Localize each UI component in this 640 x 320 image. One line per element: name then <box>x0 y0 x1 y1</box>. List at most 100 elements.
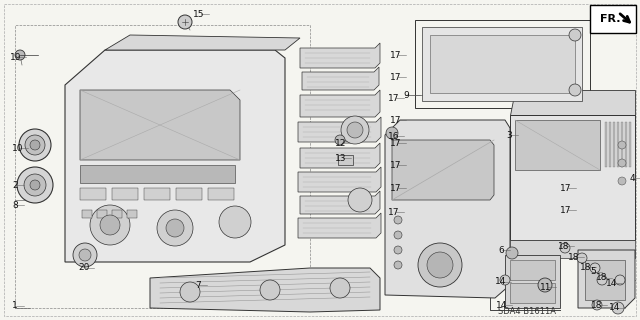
Text: 3: 3 <box>506 131 512 140</box>
Circle shape <box>30 180 40 190</box>
Circle shape <box>618 141 626 149</box>
Circle shape <box>15 50 25 60</box>
Bar <box>80 165 235 183</box>
Text: 17: 17 <box>390 116 401 124</box>
Polygon shape <box>105 35 300 50</box>
Circle shape <box>569 84 581 96</box>
Bar <box>112 210 122 218</box>
Circle shape <box>348 188 372 212</box>
Bar <box>430 35 575 93</box>
Polygon shape <box>392 140 494 200</box>
Text: 11: 11 <box>540 283 552 292</box>
Circle shape <box>394 216 402 224</box>
Bar <box>112 188 138 200</box>
Bar <box>422 27 582 101</box>
Circle shape <box>178 15 192 29</box>
Polygon shape <box>65 50 285 262</box>
Circle shape <box>157 210 193 246</box>
Text: 17: 17 <box>390 183 401 193</box>
Polygon shape <box>510 115 635 240</box>
Circle shape <box>30 140 40 150</box>
Polygon shape <box>298 117 381 142</box>
Polygon shape <box>385 120 510 298</box>
Text: 18: 18 <box>591 300 602 309</box>
Bar <box>629 122 631 167</box>
Circle shape <box>335 135 345 145</box>
Polygon shape <box>300 143 380 168</box>
Bar <box>617 122 619 167</box>
Circle shape <box>394 231 402 239</box>
Circle shape <box>538 278 552 292</box>
Circle shape <box>19 129 51 161</box>
Bar <box>605 122 607 167</box>
Text: 14: 14 <box>496 300 508 309</box>
Circle shape <box>560 243 570 253</box>
Polygon shape <box>298 167 381 192</box>
Circle shape <box>166 219 184 237</box>
Circle shape <box>592 300 602 310</box>
Circle shape <box>500 275 510 285</box>
Text: 1: 1 <box>12 301 18 310</box>
Polygon shape <box>505 255 560 308</box>
Circle shape <box>25 135 45 155</box>
Circle shape <box>90 205 130 245</box>
Polygon shape <box>578 250 635 308</box>
Bar <box>144 188 170 200</box>
Bar <box>127 210 137 218</box>
Bar <box>338 155 353 165</box>
Circle shape <box>418 243 462 287</box>
Text: 2: 2 <box>12 180 18 189</box>
Bar <box>510 240 635 258</box>
Polygon shape <box>80 90 240 160</box>
Text: FR.: FR. <box>600 14 621 24</box>
Text: 17: 17 <box>390 51 401 60</box>
Bar <box>176 188 202 200</box>
Bar <box>625 122 627 167</box>
Circle shape <box>618 159 626 167</box>
Polygon shape <box>300 43 380 68</box>
Circle shape <box>260 280 280 300</box>
Bar <box>515 120 600 170</box>
Polygon shape <box>298 213 381 238</box>
Circle shape <box>347 122 363 138</box>
Text: 17: 17 <box>388 93 399 102</box>
Circle shape <box>386 127 398 139</box>
Circle shape <box>100 215 120 235</box>
Circle shape <box>427 252 453 278</box>
Circle shape <box>506 247 518 259</box>
Text: 17: 17 <box>390 73 401 82</box>
Circle shape <box>180 282 200 302</box>
Bar <box>208 188 234 200</box>
Circle shape <box>597 275 607 285</box>
Circle shape <box>73 243 97 267</box>
Text: 8: 8 <box>12 201 18 210</box>
Text: 17: 17 <box>560 205 572 214</box>
Text: 18: 18 <box>558 242 570 251</box>
Text: 5: 5 <box>590 268 596 276</box>
Text: 18: 18 <box>580 262 591 271</box>
Circle shape <box>569 29 581 41</box>
Text: 6: 6 <box>498 245 504 254</box>
Text: 14: 14 <box>609 303 620 313</box>
Polygon shape <box>150 268 380 312</box>
Bar <box>80 188 106 200</box>
Polygon shape <box>510 90 635 115</box>
Circle shape <box>330 278 350 298</box>
Bar <box>590 5 636 33</box>
Circle shape <box>17 167 53 203</box>
Text: 15: 15 <box>193 10 205 19</box>
Polygon shape <box>300 191 380 214</box>
Polygon shape <box>302 67 379 90</box>
Text: 20: 20 <box>78 263 90 273</box>
Text: 12: 12 <box>335 139 346 148</box>
Bar <box>97 210 107 218</box>
Text: 14: 14 <box>495 277 506 286</box>
Text: 16: 16 <box>388 132 399 140</box>
Circle shape <box>618 177 626 185</box>
Text: 9: 9 <box>403 91 409 100</box>
Bar <box>621 122 623 167</box>
Circle shape <box>79 249 91 261</box>
Text: 19: 19 <box>10 52 22 61</box>
Circle shape <box>24 174 46 196</box>
Text: SDA4 B1611A: SDA4 B1611A <box>498 307 556 316</box>
